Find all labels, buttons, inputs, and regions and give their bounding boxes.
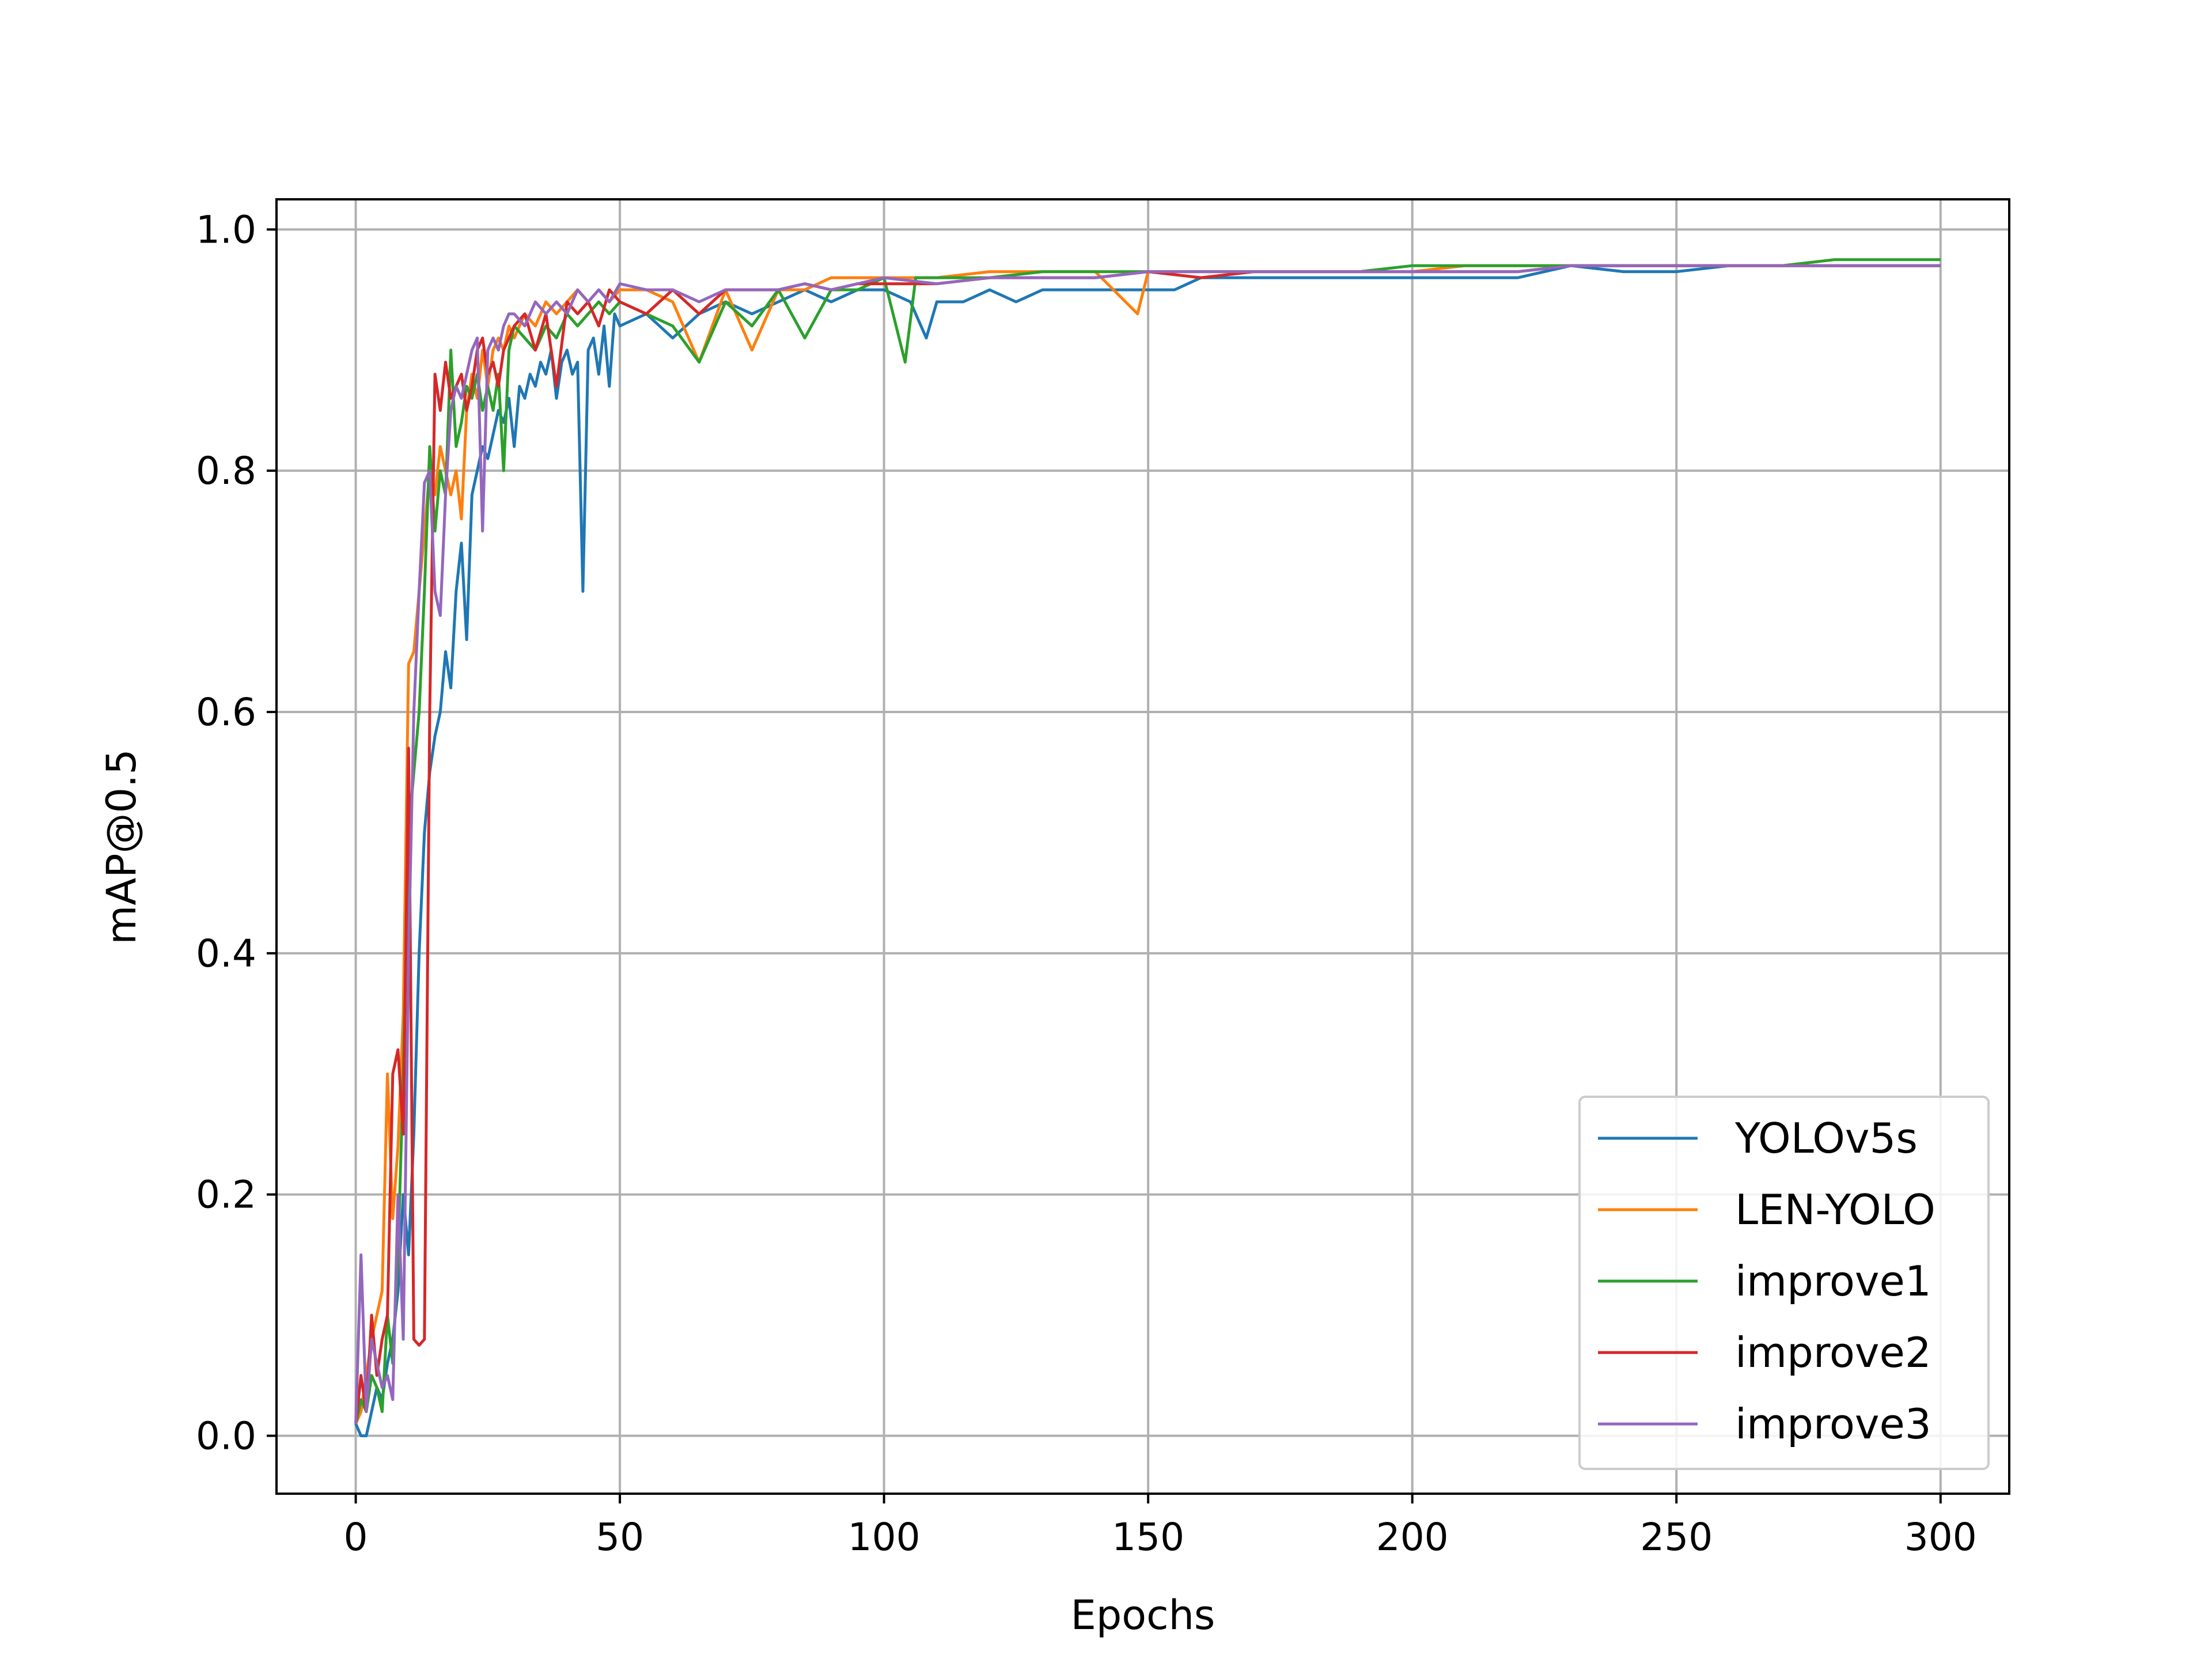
x-tick-label: 50 — [596, 1515, 644, 1559]
legend-label: improve3 — [1735, 1400, 1931, 1448]
x-tick-label: 100 — [848, 1515, 921, 1559]
plot-frame — [275, 198, 2010, 1495]
y-tick-label: 0.8 — [196, 449, 256, 493]
x-tick-label: 300 — [1904, 1515, 1977, 1559]
legend-label: LEN-YOLO — [1735, 1185, 1936, 1234]
y-tick-label: 0.4 — [196, 931, 256, 976]
legend-label: YOLOv5s — [1734, 1114, 1918, 1162]
series-lines — [354, 258, 1941, 1437]
axis-ticks: 0 50 100 150 200 250 300 0.0 0.2 0.4 0.6 0.8 1.0 — [196, 207, 1977, 1559]
x-tick-label: 250 — [1640, 1515, 1713, 1559]
y-tick-label: 0.2 — [196, 1173, 256, 1217]
legend-label: improve2 — [1735, 1328, 1931, 1377]
series-line-yolov5s — [354, 264, 1941, 1437]
legend-box — [1578, 1096, 1990, 1470]
y-tick-label: 1.0 — [196, 207, 256, 252]
grid — [276, 199, 2009, 1494]
y-axis-label: mAP@0.5 — [98, 749, 145, 945]
x-tick-label: 0 — [344, 1515, 368, 1559]
x-tick-label: 200 — [1376, 1515, 1449, 1559]
legend: YOLOv5s LEN-YOLO improve1 improve2 improve3 — [1578, 1096, 1990, 1470]
y-tick-label: 0.6 — [196, 690, 256, 734]
y-tick-label: 0.0 — [196, 1414, 256, 1458]
series-line-improve3 — [354, 264, 1941, 1424]
legend-label: improve1 — [1735, 1257, 1931, 1305]
x-axis-label: Epochs — [1071, 1592, 1215, 1639]
x-tick-label: 150 — [1112, 1515, 1184, 1559]
